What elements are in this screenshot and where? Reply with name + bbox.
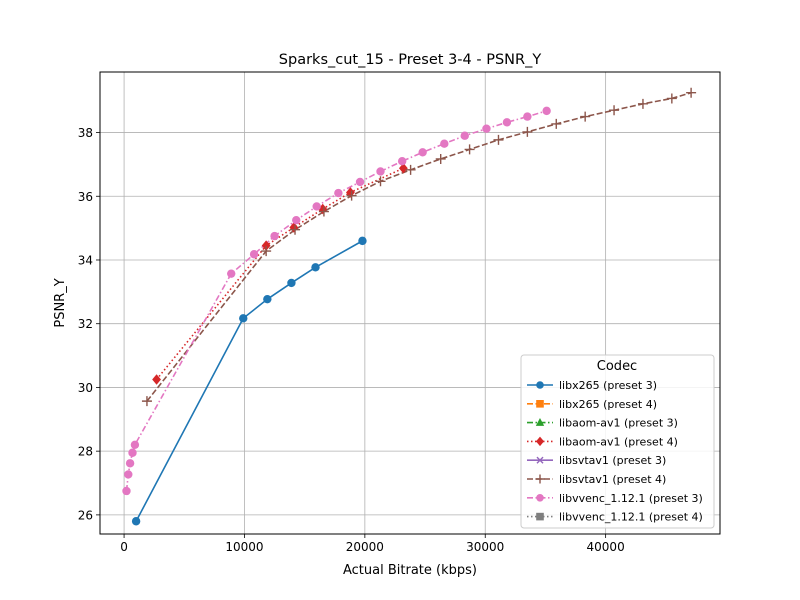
data-point	[130, 440, 140, 449]
data-point	[482, 124, 491, 133]
series-line-0	[135, 240, 363, 522]
y-tick-label: 38	[78, 126, 93, 140]
data-point	[124, 470, 133, 479]
data-point	[318, 203, 328, 215]
data-point	[345, 187, 355, 198]
data-point	[227, 269, 236, 278]
x-tick-label: 10000	[225, 540, 263, 554]
data-point	[440, 139, 449, 148]
data-point	[122, 486, 131, 496]
data-point	[287, 278, 296, 288]
y-tick-label: 30	[78, 381, 93, 395]
data-point	[460, 131, 469, 140]
data-point	[261, 246, 272, 257]
data-point	[346, 190, 357, 201]
data-point	[318, 206, 329, 217]
x-tick-label: 20000	[346, 540, 384, 554]
grid	[100, 72, 720, 534]
data-point	[523, 112, 532, 121]
legend-marker-6	[536, 494, 544, 502]
data-point	[493, 134, 504, 145]
axis-ticks: 0 10000 20000 30000 40000 26 28 30 32 34 36 38	[78, 126, 625, 554]
x-tick-label: 30000	[466, 540, 504, 554]
data-point	[125, 459, 135, 468]
legend-label-2: libaom-av1 (preset 3)	[559, 417, 678, 430]
legend-marker-7	[536, 512, 544, 521]
data-point	[666, 93, 677, 104]
legend-marker-2	[535, 418, 545, 426]
data-point	[551, 118, 562, 129]
data-point	[334, 188, 343, 198]
data-point	[376, 167, 385, 176]
data-point	[418, 148, 427, 157]
data-point	[270, 231, 279, 241]
data-point	[355, 177, 365, 187]
legend-title: Codec	[597, 359, 637, 374]
data-point	[152, 374, 161, 385]
y-tick-label: 28	[78, 445, 93, 459]
data-point	[405, 164, 416, 175]
data-point	[128, 448, 137, 457]
legend-marker-5	[535, 474, 545, 484]
legend-label-7: libvvenc_1.12.1 (preset 4)	[559, 511, 703, 524]
y-axis-label: PSNR_Y	[53, 278, 68, 327]
data-point	[397, 157, 407, 166]
x-tick-label: 0	[120, 540, 128, 554]
data-point	[522, 126, 533, 137]
data-point	[435, 153, 446, 164]
x-tick-label: 40000	[587, 540, 625, 554]
series-markers	[122, 87, 697, 526]
data-point	[637, 98, 648, 109]
legend-label-1: libx265 (preset 4)	[559, 398, 657, 411]
series-line-3	[155, 167, 404, 380]
data-point	[292, 215, 301, 225]
legend-marker-4	[536, 456, 544, 464]
plot-frame	[99, 71, 721, 535]
chart-title: Sparks_cut_15 - Preset 3-4 - PSNR_Y	[279, 52, 542, 68]
legend-label-6: libvvenc_1.12.1 (preset 3)	[559, 492, 703, 505]
data-point	[312, 202, 321, 211]
data-point	[358, 236, 367, 246]
y-tick-label: 36	[78, 190, 93, 204]
legend: Codec libx265 (preset 3) libx265 (preset …	[520, 354, 715, 529]
data-point	[131, 517, 141, 526]
legend-marker-1	[536, 400, 544, 408]
data-point	[580, 111, 591, 122]
x-axis-label: Actual Bitrate (kbps)	[343, 563, 477, 578]
data-point	[311, 263, 320, 272]
data-point	[290, 224, 301, 235]
data-point	[686, 87, 697, 98]
legend-label-0: libx265 (preset 3)	[559, 379, 657, 392]
data-point	[502, 118, 512, 127]
data-point	[249, 250, 259, 259]
legend-marker-0	[536, 381, 544, 389]
data-point	[375, 176, 386, 187]
data-point	[239, 314, 248, 323]
legend-box	[520, 354, 715, 529]
y-tick-label: 32	[78, 317, 93, 331]
data-point	[464, 144, 475, 155]
data-point	[609, 105, 620, 116]
legend-label-3: libaom-av1 (preset 4)	[559, 435, 678, 448]
legend-marker-3	[536, 436, 544, 447]
data-point	[398, 162, 408, 174]
data-point	[261, 240, 271, 251]
data-point	[542, 106, 551, 116]
legend-label-5: libsvtav1 (preset 4)	[559, 473, 666, 486]
legend-label-4: libsvtav1 (preset 3)	[559, 454, 666, 467]
y-tick-label: 26	[78, 508, 93, 522]
data-point	[141, 396, 152, 407]
data-point	[263, 294, 272, 304]
y-tick-label: 34	[78, 253, 93, 267]
